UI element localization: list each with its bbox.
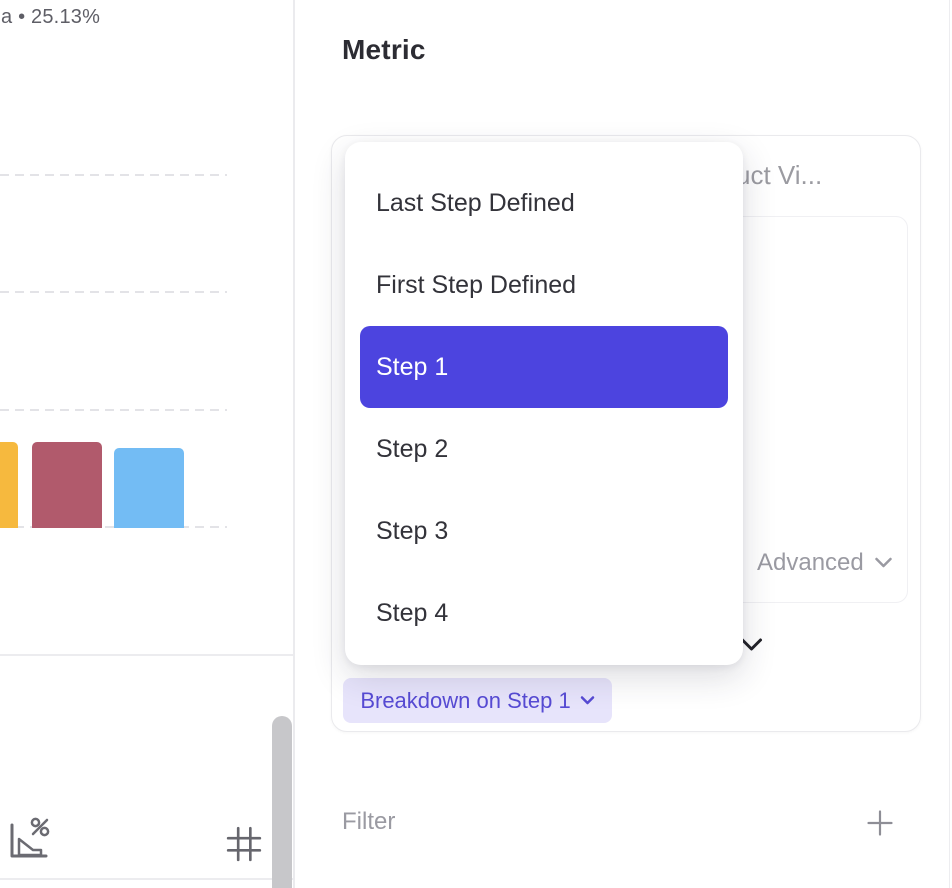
advanced-toggle[interactable]: Advanced [757, 549, 893, 577]
chevron-down-icon [875, 557, 892, 568]
dropdown-item-step-3[interactable]: Step 3 [376, 516, 449, 545]
metric-section-title: Metric [342, 34, 426, 65]
left-panel-divider [0, 654, 294, 656]
funnel-bar-maroon[interactable] [32, 442, 102, 528]
add-filter-button[interactable] [866, 809, 894, 842]
chart-gridline [0, 409, 227, 411]
funnel-bar-yellow[interactable] [0, 442, 18, 528]
metric-select-chevron[interactable] [740, 637, 763, 658]
advanced-label: Advanced [757, 549, 864, 576]
dropdown-item-first-step-defined[interactable]: First Step Defined [376, 270, 577, 299]
vertical-scrollbar-thumb[interactable] [272, 716, 292, 888]
chart-gridline [0, 291, 227, 293]
dropdown-item-step-1-selected[interactable]: Step 1 [360, 326, 728, 408]
chart-baseline [0, 526, 227, 528]
chart-gridline [0, 174, 227, 176]
step-select-dropdown: Last Step Defined First Step Defined Ste… [345, 142, 743, 665]
panel-divider [293, 0, 295, 888]
dropdown-item-last-step-defined[interactable]: Last Step Defined [376, 188, 575, 217]
dropdown-item-step-4[interactable]: Step 4 [376, 598, 449, 627]
series-legend-value: a • 25.13% [1, 6, 101, 28]
grid-icon[interactable] [225, 824, 263, 869]
plus-icon [867, 810, 893, 836]
window-right-edge [949, 0, 950, 888]
event-selector-label[interactable]: uct Vi... [736, 160, 823, 190]
chevron-down-icon [741, 638, 762, 651]
dropdown-item-step-2[interactable]: Step 2 [376, 434, 449, 463]
breakdown-on-step-button[interactable]: Breakdown on Step 1 [343, 678, 612, 723]
breakdown-label: Breakdown on Step 1 [360, 687, 571, 713]
filter-section-title: Filter [342, 808, 396, 835]
cumulative-chart-percent-icon[interactable] [6, 815, 50, 868]
left-panel-bottom-border [0, 878, 294, 880]
chevron-down-icon [580, 696, 594, 705]
funnel-bar-blue[interactable] [114, 448, 184, 528]
